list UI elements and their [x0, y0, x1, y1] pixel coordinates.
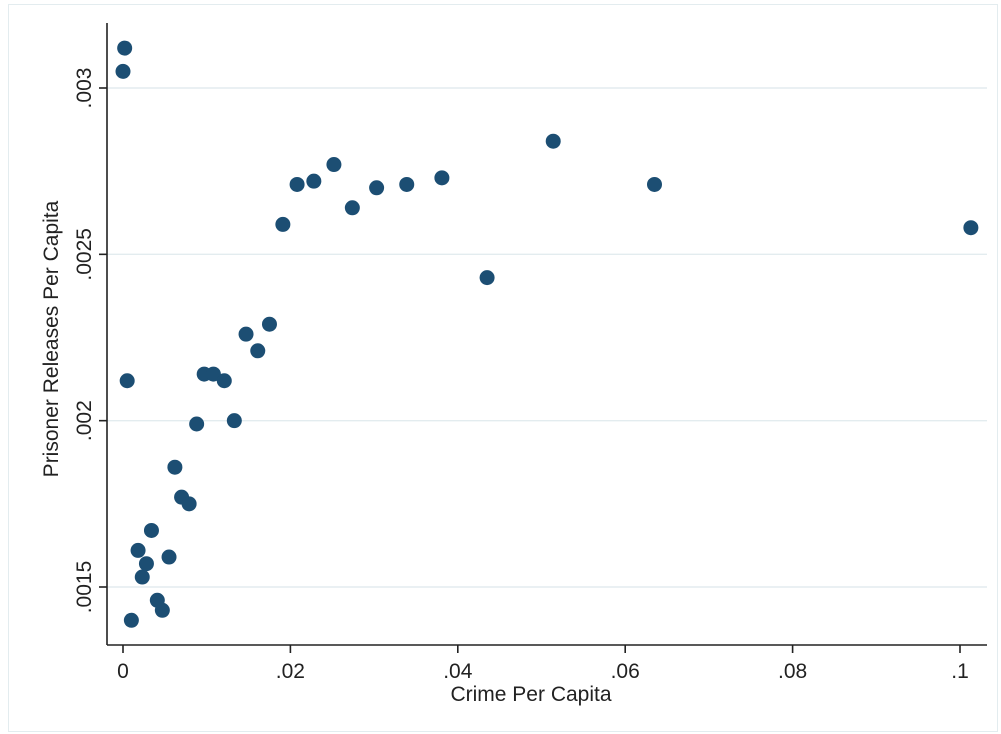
data-point — [161, 549, 177, 565]
data-point — [479, 270, 495, 286]
data-point — [189, 416, 205, 432]
data-point — [545, 133, 561, 149]
chart-frame: .0015 .002 .0025 .003 0 .02 .04 .06 .08 .1 Crime … — [8, 4, 998, 732]
y-tick-label: .002 — [73, 400, 96, 441]
data-point — [216, 373, 232, 389]
x-tick-label: .08 — [778, 660, 807, 683]
data-point — [226, 413, 242, 429]
data-point — [205, 366, 221, 382]
data-point — [117, 40, 133, 56]
data-point — [181, 496, 197, 512]
y-tick-label: .003 — [73, 68, 96, 109]
data-points — [115, 40, 979, 628]
data-point — [261, 316, 277, 332]
data-point — [275, 216, 291, 232]
x-tick-label: .02 — [276, 660, 305, 683]
data-point — [130, 542, 146, 558]
gridlines — [107, 87, 987, 588]
x-tick-label: .04 — [443, 660, 473, 683]
data-point — [434, 170, 450, 186]
x-tick-label: .1 — [951, 660, 969, 683]
data-point — [250, 343, 266, 359]
x-tick-label: .06 — [611, 660, 640, 683]
ticks: .0015 .002 .0025 .003 0 .02 .04 .06 .08 .1 — [73, 68, 969, 683]
data-point — [123, 612, 139, 628]
x-axis-title: Crime Per Capita — [450, 683, 611, 706]
data-point — [399, 176, 415, 192]
y-tick-label: .0025 — [73, 228, 96, 281]
data-point — [344, 200, 360, 216]
data-point — [306, 173, 322, 189]
x-tick-label: 0 — [117, 660, 129, 683]
data-point — [167, 459, 183, 475]
data-point — [134, 569, 150, 585]
data-point — [369, 180, 385, 196]
data-point — [154, 602, 170, 618]
data-point — [138, 556, 154, 572]
data-point — [115, 63, 131, 79]
y-tick-label: .0015 — [73, 561, 96, 614]
data-point — [326, 157, 342, 173]
scatter-chart: .0015 .002 .0025 .003 0 .02 .04 .06 .08 .1 Crime … — [40, 23, 987, 706]
y-axis-title: Prisoner Releases Per Capita — [40, 200, 63, 477]
data-point — [289, 176, 305, 192]
data-point — [119, 373, 135, 389]
data-point — [963, 220, 979, 236]
data-point — [646, 176, 662, 192]
axes — [106, 23, 987, 646]
data-point — [143, 522, 159, 538]
data-point — [238, 326, 254, 342]
